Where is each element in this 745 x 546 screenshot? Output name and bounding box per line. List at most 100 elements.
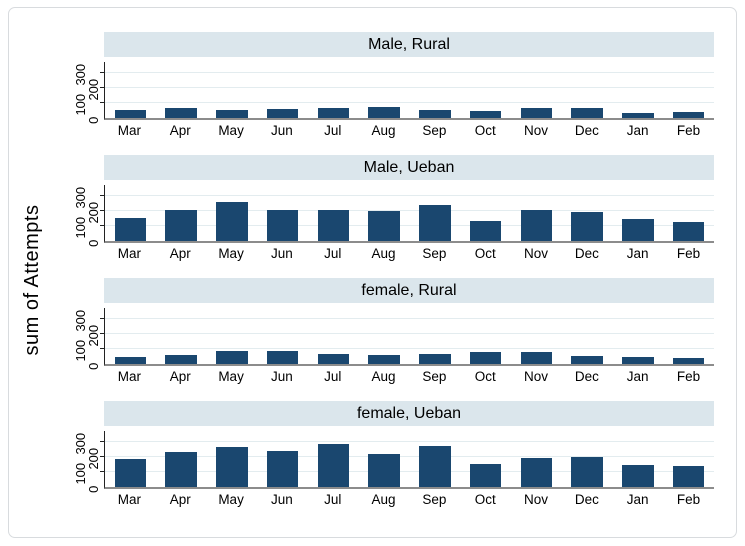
panel-title: Male, Ueban	[363, 158, 455, 176]
x-tick-label-apr: Apr	[169, 123, 191, 138]
bar-male-ueban-oct	[469, 221, 502, 241]
y-axis-tick-labels: 0 100 200 300	[59, 431, 104, 493]
bar-male-rural-aug	[368, 106, 400, 118]
bar-male-rural-nov	[520, 108, 553, 118]
bar-female-rural-jun	[266, 351, 299, 364]
y-tick-mark-200	[100, 87, 104, 88]
panel-title: Male, Rural	[368, 35, 450, 53]
x-tick-label-dec: Dec	[574, 123, 599, 138]
bar-cell-sep	[410, 185, 461, 241]
x-tick-label-oct: Oct	[474, 369, 496, 384]
y-tick-label-200: 200	[86, 79, 101, 101]
bar-cell-oct	[460, 308, 511, 364]
plot-area	[100, 185, 714, 243]
bar-cell-jan	[613, 185, 664, 241]
bar-cell-dec	[562, 185, 613, 241]
x-tick-label-aug: Aug	[371, 123, 396, 138]
bar-female-rural-feb	[672, 358, 705, 364]
y-tick-mark-300	[100, 195, 104, 196]
x-tick-label-may: May	[218, 123, 244, 138]
y-tick-mark-100	[100, 471, 104, 472]
plot-row: 0 100 200 300	[59, 308, 714, 370]
y-tick-label-300: 300	[73, 310, 88, 332]
gridline-300	[105, 195, 714, 196]
bar-male-ueban-apr	[165, 210, 197, 241]
x-tick-label-may: May	[218, 492, 244, 507]
x-tick-label-aug: Aug	[371, 369, 396, 384]
x-tick-label-feb: Feb	[676, 492, 701, 507]
y-tick-label-300: 300	[73, 187, 88, 209]
x-tick-label-nov: Nov	[524, 369, 549, 384]
x-tick-label-sep: Sep	[422, 492, 447, 507]
bar-male-rural-jul	[317, 108, 350, 118]
bar-female-ueban-jul	[317, 444, 350, 487]
bar-female-rural-nov	[520, 351, 553, 364]
x-tick-label-feb: Feb	[676, 369, 701, 384]
plot-row: 0 100 200 300	[59, 431, 714, 493]
bar-male-ueban-jul	[317, 209, 350, 241]
y-tick-label-300: 300	[73, 64, 88, 86]
x-tick-label-dec: Dec	[574, 369, 599, 384]
x-tick-label-apr: Apr	[169, 492, 191, 507]
bar-male-ueban-may	[216, 202, 248, 241]
y-tick-mark-100	[100, 225, 104, 226]
gridline-100	[105, 471, 714, 472]
y-tick-label-0: 0	[86, 116, 101, 124]
y-tick-label-0: 0	[86, 485, 101, 493]
bar-male-rural-feb	[672, 111, 705, 118]
x-tick-label-jul: Jul	[324, 492, 342, 507]
x-tick-label-jul: Jul	[324, 246, 342, 261]
bars	[105, 62, 714, 118]
bar-cell-mar	[105, 308, 156, 364]
gridline-200	[105, 333, 714, 334]
bar-male-rural-sep	[419, 109, 451, 118]
plot-row: 0 100 200 300	[59, 62, 714, 124]
bar-female-rural-jul	[317, 354, 350, 364]
x-tick-label-mar: Mar	[117, 492, 142, 507]
bar-cell-sep	[410, 431, 461, 487]
bar-male-ueban-sep	[419, 204, 451, 241]
gridline-200	[105, 87, 714, 88]
gridline-100	[105, 225, 714, 226]
x-tick-label-jun: Jun	[271, 123, 293, 138]
plot-area	[100, 62, 714, 120]
bar-female-rural-aug	[368, 354, 400, 364]
gridline-300	[105, 318, 714, 319]
bar-cell-mar	[105, 62, 156, 118]
bar-cell-apr	[156, 62, 207, 118]
x-tick-label-may: May	[218, 369, 244, 384]
x-tick-label-may: May	[218, 246, 244, 261]
panel-title-strip: female, Ueban	[104, 401, 714, 426]
x-tick-label-sep: Sep	[422, 246, 447, 261]
bar-female-rural-oct	[469, 352, 502, 364]
bar-cell-may	[207, 431, 258, 487]
panel-male-rural: Male, Rural 0 100 200 300 Mar Apr May Jun Jul Au…	[59, 32, 714, 138]
bar-cell-dec	[562, 431, 613, 487]
bar-cell-jul	[308, 431, 359, 487]
bar-cell-jan	[613, 308, 664, 364]
bar-female-ueban-jan	[622, 464, 654, 487]
plot-row: 0 100 200 300	[59, 185, 714, 247]
bar-male-ueban-jun	[266, 210, 299, 241]
bar-female-ueban-sep	[419, 446, 451, 487]
x-tick-label-jul: Jul	[324, 123, 342, 138]
bar-female-ueban-feb	[672, 466, 705, 487]
y-tick-mark-200	[100, 333, 104, 334]
panel-title: female, Rural	[361, 281, 457, 299]
x-tick-label-dec: Dec	[574, 246, 599, 261]
bar-male-rural-dec	[571, 108, 603, 118]
x-tick-label-jul: Jul	[324, 369, 342, 384]
bar-female-ueban-jun	[266, 451, 299, 487]
x-tick-label-jun: Jun	[271, 369, 293, 384]
x-tick-label-sep: Sep	[422, 369, 447, 384]
bar-cell-may	[207, 62, 258, 118]
bar-female-ueban-may	[216, 447, 248, 487]
bar-cell-aug	[359, 185, 410, 241]
bar-cell-nov	[511, 431, 562, 487]
bar-cell-jan	[613, 62, 664, 118]
y-tick-label-0: 0	[86, 239, 101, 247]
chart-area: Male, Rural 0 100 200 300 Mar Apr May Jun Jul Au…	[59, 32, 714, 524]
x-tick-label-jan: Jan	[626, 492, 649, 507]
bar-cell-apr	[156, 185, 207, 241]
y-axis-title: sum of Attempts	[21, 204, 43, 356]
